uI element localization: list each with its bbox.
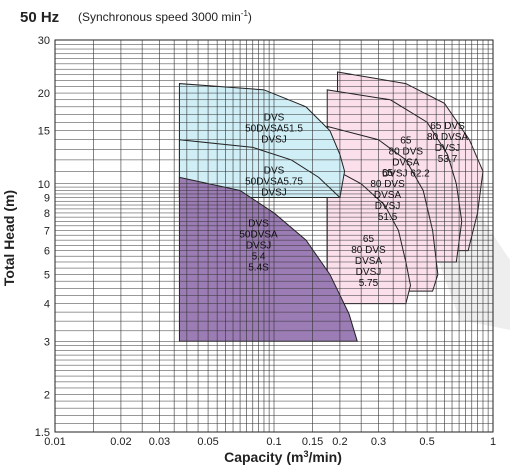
series-label-3: 65 80 DVS DVSA DVSJ 5.75 bbox=[351, 234, 386, 289]
y-tick-label-0: 1.5 bbox=[35, 427, 50, 439]
y-tick-label-3: 4 bbox=[44, 299, 50, 311]
series-label-1-line-2: DVSA bbox=[392, 158, 420, 169]
y-tick-label-11: 20 bbox=[38, 88, 50, 100]
x-axis-title-rest: /min) bbox=[308, 449, 341, 465]
y-tick-label-1: 2 bbox=[44, 389, 50, 401]
chart-speed-prefix: (Synchronous speed 3000 min bbox=[78, 10, 241, 24]
series-label-5: DVS 50DVSA5.75 DVSJ bbox=[245, 166, 303, 199]
series-label-5-line-2: DVSJ bbox=[261, 188, 287, 199]
series-label-3-line-4: 5.75 bbox=[359, 278, 379, 289]
series-label-3-line-1: 80 DVS bbox=[351, 245, 386, 256]
series-label-6-line-4: 5.4S bbox=[248, 263, 269, 274]
y-tick-label-8: 9 bbox=[44, 193, 50, 205]
series-label-0-line-0: 65 DVS bbox=[430, 121, 465, 132]
series-label-4-line-1: 50DVSA51.5 bbox=[245, 124, 303, 135]
x-tick-label-3: 0.05 bbox=[197, 436, 218, 448]
series-label-2-line-4: 51.5 bbox=[378, 212, 398, 223]
regions-layer bbox=[178, 71, 484, 342]
series-label-6-line-1: 50DVSA bbox=[239, 230, 278, 241]
series-label-0-line-2: DVSJ bbox=[435, 143, 461, 154]
x-tick-label-9: 1 bbox=[490, 436, 496, 448]
series-label-0-line-1: 80 DVSA bbox=[427, 132, 468, 143]
y-tick-label-2: 3 bbox=[44, 336, 50, 348]
series-label-6-line-3: 5.4 bbox=[252, 252, 266, 263]
x-tick-label-7: 0.3 bbox=[371, 436, 386, 448]
series-label-0: 65 DVS 80 DVSA DVSJ 53.7 bbox=[427, 121, 468, 165]
y-tick-label-9: 10 bbox=[38, 179, 50, 191]
x-tick-label-1: 0.02 bbox=[110, 436, 131, 448]
chart-freq: 50 Hz bbox=[20, 9, 59, 26]
x-axis-title: Capacity (m3/min) bbox=[224, 449, 342, 465]
series-label-2-line-3: DVSJ bbox=[375, 201, 401, 212]
series-label-5-line-1: 50DVSA5.75 bbox=[245, 177, 303, 188]
series-labels-layer: 65 DVS 80 DVSA DVSJ 53.765 80 DVS DVSA DVSJ 62… bbox=[239, 113, 468, 290]
series-label-1: 65 80 DVS DVSA DVSJ 62.2 bbox=[382, 136, 430, 180]
series-label-0-line-3: 53.7 bbox=[438, 154, 458, 165]
series-label-3-line-3: DVSJ bbox=[356, 267, 382, 278]
series-label-6-line-0: DVS bbox=[248, 219, 269, 230]
x-axis-title-sup: 3 bbox=[303, 449, 308, 459]
x-tick-label-5: 0.15 bbox=[302, 436, 323, 448]
x-tick-label-4: 0.1 bbox=[266, 436, 281, 448]
chart-speed-suffix: ) bbox=[248, 10, 252, 24]
y-axis-title: Total Head (m) bbox=[1, 190, 17, 286]
y-tick-label-7: 8 bbox=[44, 208, 50, 220]
x-tick-label-6: 0.2 bbox=[332, 436, 347, 448]
series-label-1-line-1: 80 DVS bbox=[389, 147, 424, 158]
series-label-5-line-0: DVS bbox=[264, 166, 285, 177]
grid-layer bbox=[54, 39, 494, 433]
y-tick-label-5: 6 bbox=[44, 246, 50, 258]
region-5 bbox=[178, 139, 342, 199]
series-label-4-line-2: DVSJ bbox=[261, 135, 287, 146]
series-label-4-line-0: DVS bbox=[264, 113, 285, 124]
y-tick-label-6: 7 bbox=[44, 225, 50, 237]
series-label-4: DVS 50DVSA51.5 DVSJ bbox=[245, 113, 303, 146]
y-tick-label-4: 5 bbox=[44, 269, 50, 281]
series-label-2-line-0: 65 bbox=[382, 168, 394, 179]
x-axis-title-main: Capacity (m bbox=[224, 449, 303, 465]
series-label-1-line-3: DVSJ 62.2 bbox=[382, 169, 430, 180]
series-label-3-line-0: 65 bbox=[363, 234, 375, 245]
series-label-6-line-2: DVSJ bbox=[246, 241, 272, 252]
tick-labels-layer: 0.01 0.02 0.03 0.05 0.1 0.15 0.2 0.3 0.5 1 1.5 2 3 4 5… bbox=[35, 35, 496, 448]
series-label-3-line-2: DVSA bbox=[355, 256, 383, 267]
series-label-6: DVS 50DVSA DVSJ 5.4 5.4S bbox=[239, 219, 278, 274]
series-label-1-line-0: 65 bbox=[400, 136, 412, 147]
x-tick-label-8: 0.5 bbox=[419, 436, 434, 448]
x-tick-label-0: 0.01 bbox=[44, 436, 65, 448]
chart-speed: (Synchronous speed 3000 min-1) bbox=[78, 9, 252, 24]
series-label-2-line-1: 80 DVS bbox=[370, 179, 405, 190]
series-label-2-line-2: DVSA bbox=[374, 190, 402, 201]
x-tick-label-2: 0.03 bbox=[149, 436, 170, 448]
y-tick-label-10: 15 bbox=[38, 126, 50, 138]
y-tick-label-12: 30 bbox=[38, 35, 50, 47]
series-label-2: 65 80 DVS DVSA DVSJ 51.5 bbox=[370, 168, 405, 223]
chart-speed-sup: -1 bbox=[241, 9, 249, 18]
